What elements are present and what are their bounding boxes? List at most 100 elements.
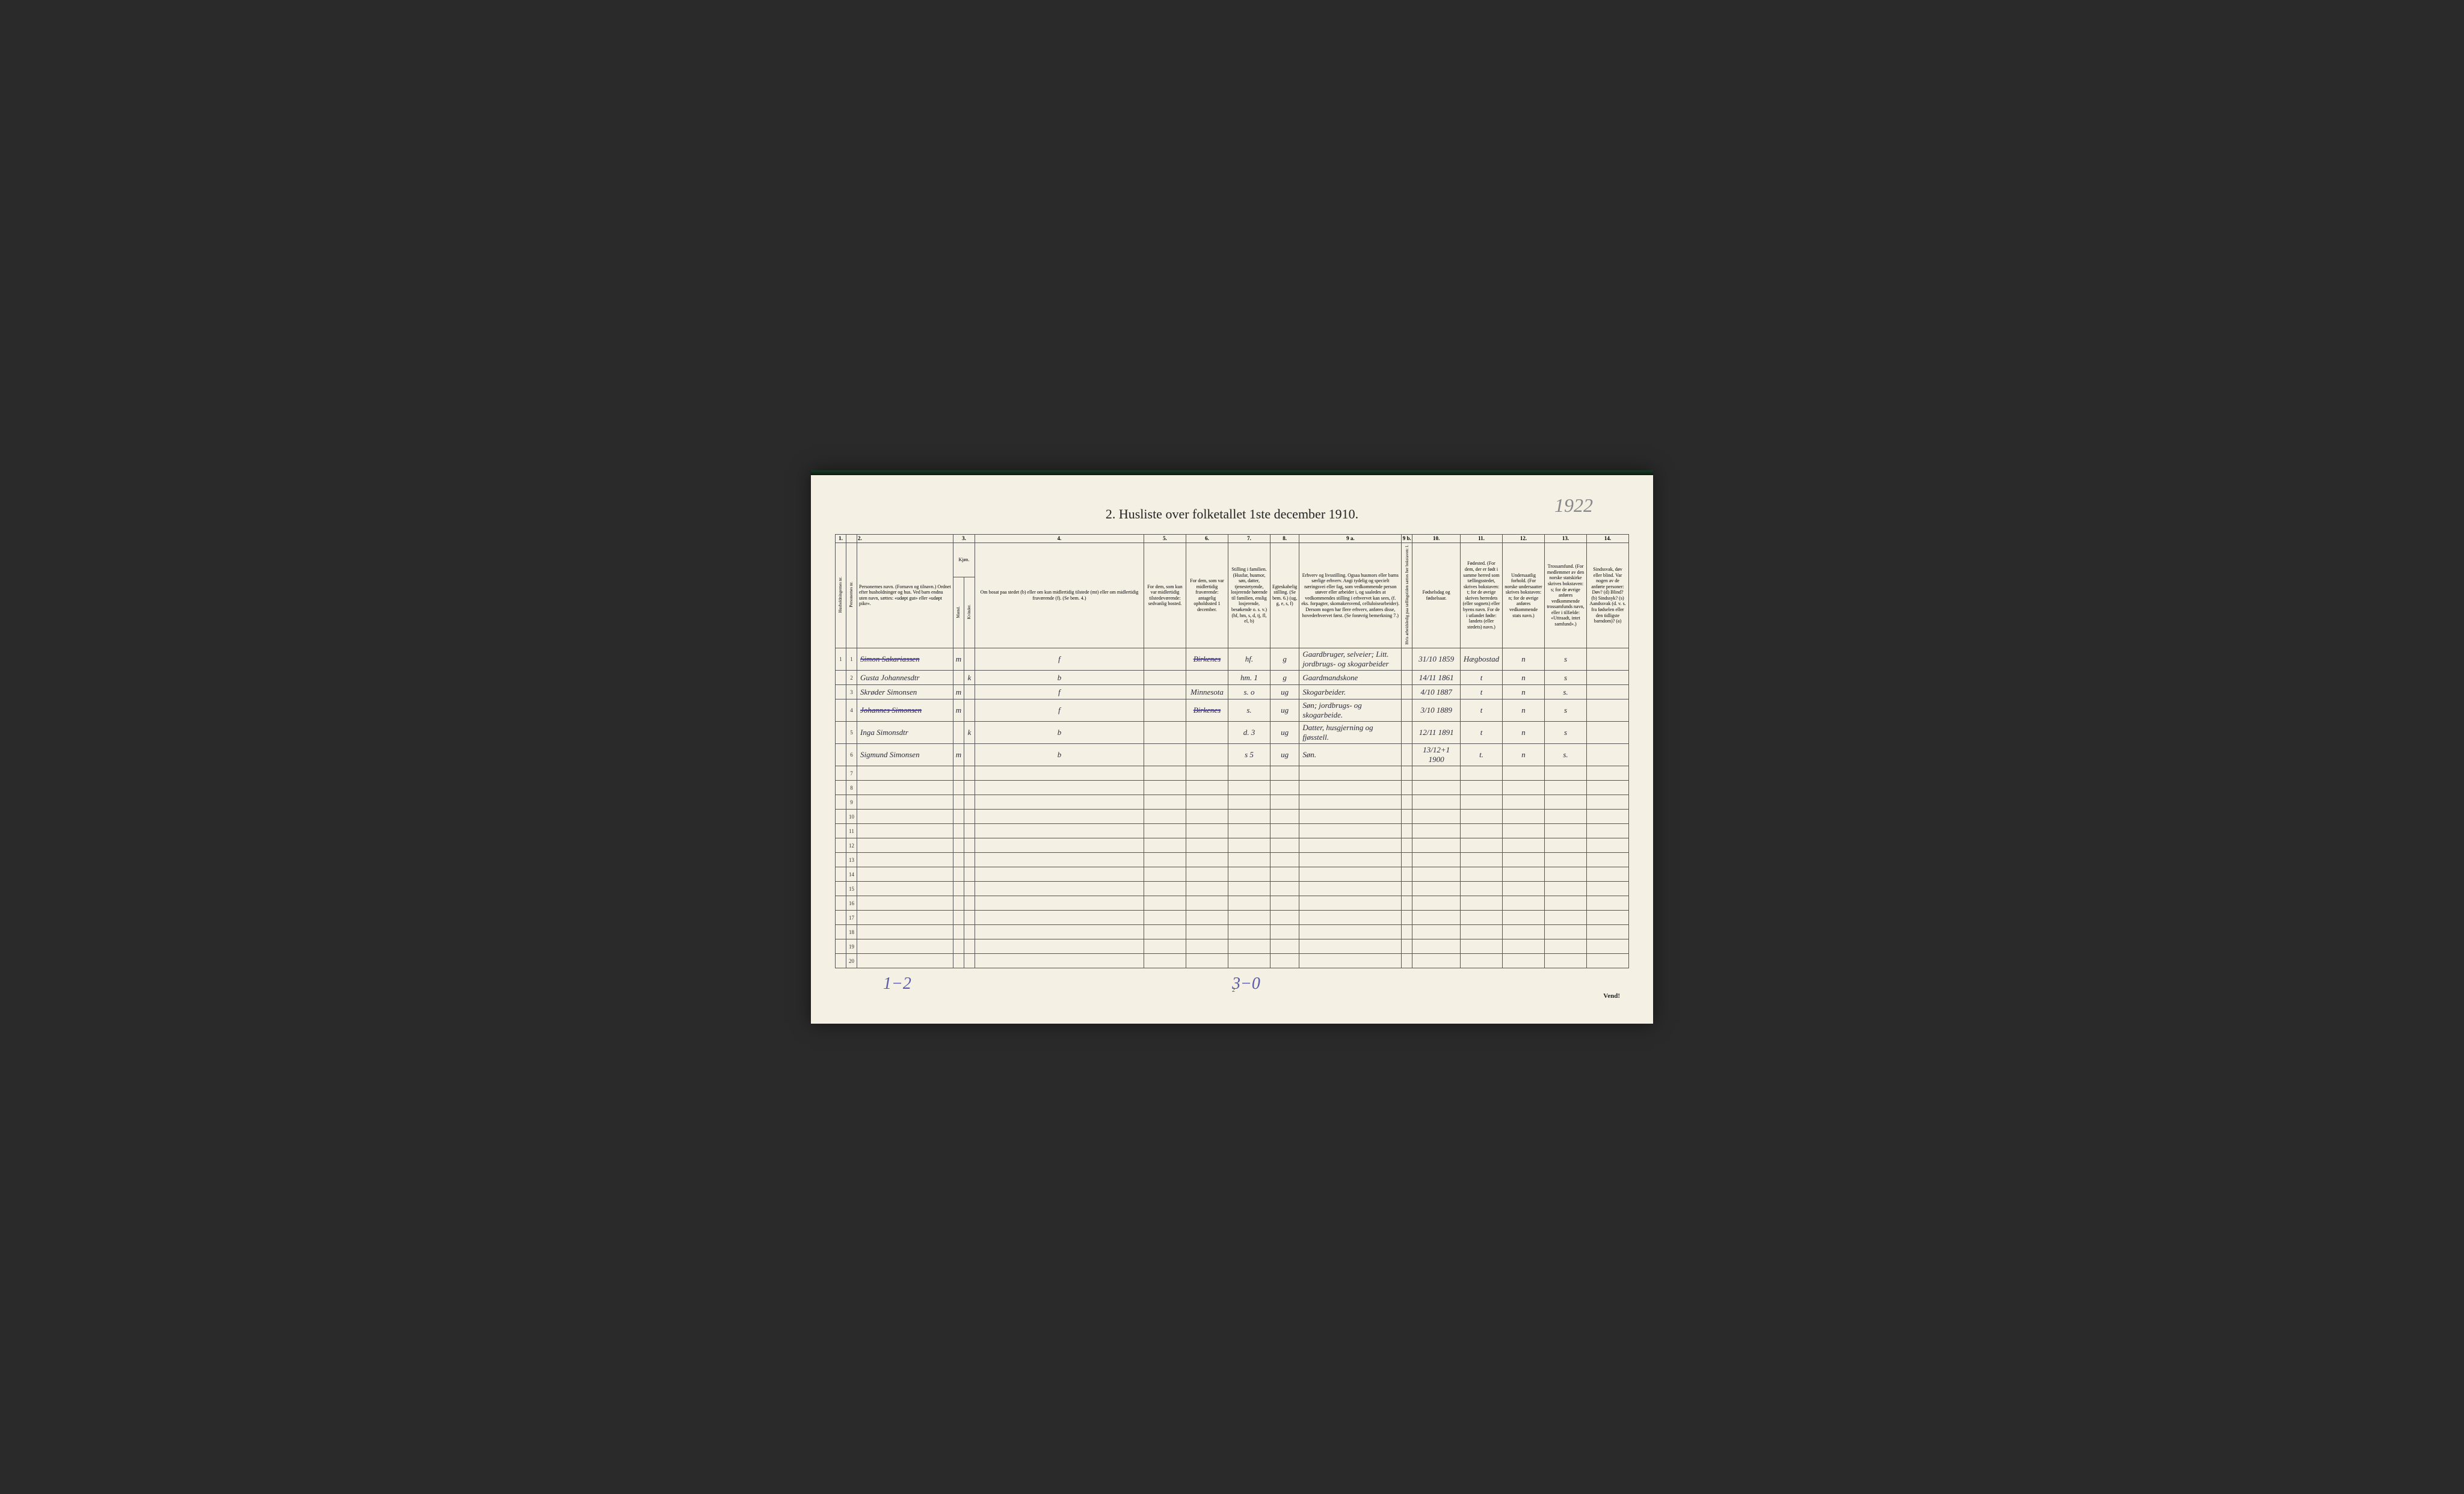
colnum: 6. [1186, 534, 1228, 543]
birthdate: 14/11 1861 [1412, 671, 1461, 685]
turn-page-label: Vend! [1603, 992, 1620, 1000]
person-nr: 7 [846, 766, 857, 781]
nationality: n [1503, 699, 1545, 722]
hdr-person-nr: Personernes nr. [846, 543, 857, 648]
unemployed [1402, 744, 1412, 766]
table-row-empty: 18 [836, 925, 1629, 939]
family-position: hf. [1228, 648, 1270, 671]
hdr-marital: Egteskabelig stilling. (Se bem. 6.) (ug,… [1270, 543, 1299, 648]
occupation: Datter, husgjerning og fjøsstell. [1299, 722, 1402, 744]
person-nr: 11 [846, 824, 857, 838]
birthdate: 31/10 1859 [1412, 648, 1461, 671]
census-table: 1. 2. 3. 4. 5. 6. 7. 8. 9 a. 9 b. 10. 11… [835, 534, 1629, 968]
person-nr: 16 [846, 896, 857, 911]
religion: s [1545, 722, 1587, 744]
marital-status: ug [1270, 685, 1299, 699]
person-nr: 1 [846, 648, 857, 671]
header-row: Husholdningernes nr. Personernes nr. Per… [836, 543, 1629, 577]
table-row: 5 Inga Simonsdtr k b d. 3 ug Datter, hus… [836, 722, 1629, 744]
person-nr: 2 [846, 671, 857, 685]
person-nr: 20 [846, 954, 857, 968]
sex-male: m [953, 699, 964, 722]
sex-male: m [953, 685, 964, 699]
colnum: 4. [975, 534, 1144, 543]
usual-residence [1144, 744, 1186, 766]
nationality: n [1503, 722, 1545, 744]
usual-residence [1144, 699, 1186, 722]
resident-status: b [975, 722, 1144, 744]
table-row-empty: 17 [836, 911, 1629, 925]
person-nr: 13 [846, 853, 857, 867]
whereabouts [1186, 722, 1228, 744]
household-nr [836, 722, 846, 744]
resident-status: b [975, 671, 1144, 685]
whereabouts [1186, 671, 1228, 685]
person-nr: 10 [846, 810, 857, 824]
person-nr: 4 [846, 699, 857, 722]
table-row: 3 Skrøder Simonsen m f Minnesota s. o ug… [836, 685, 1629, 699]
table-row-empty: 10 [836, 810, 1629, 824]
hdr-nationality: Undersaatlig forhold. (For norske unders… [1503, 543, 1545, 648]
person-name: Johannes Simonsen [857, 699, 953, 722]
table-row: 2 Gusta Johannesdtr k b hm. 1 g Gaardman… [836, 671, 1629, 685]
colnum: 12. [1503, 534, 1545, 543]
person-nr: 12 [846, 838, 857, 853]
disability [1587, 685, 1629, 699]
page-number: 2 [1232, 987, 1235, 994]
person-nr: 3 [846, 685, 857, 699]
table-header: 1. 2. 3. 4. 5. 6. 7. 8. 9 a. 9 b. 10. 11… [836, 534, 1629, 648]
nationality: n [1503, 685, 1545, 699]
occupation: Søn; jordbrugs- og skogarbeide. [1299, 699, 1402, 722]
colnum: 9 b. [1402, 534, 1412, 543]
colnum: 7. [1228, 534, 1270, 543]
colnum: 3. [953, 534, 975, 543]
person-nr: 9 [846, 795, 857, 810]
religion: s [1545, 648, 1587, 671]
sex-male [953, 722, 964, 744]
birthplace: t [1461, 722, 1503, 744]
family-position: hm. 1 [1228, 671, 1270, 685]
table-row-empty: 14 [836, 867, 1629, 882]
person-nr: 8 [846, 781, 857, 795]
person-nr: 19 [846, 939, 857, 954]
birthplace: t [1461, 699, 1503, 722]
sex-male: m [953, 648, 964, 671]
table-row: 4 Johannes Simonsen m f Birkenes s. ug S… [836, 699, 1629, 722]
marital-status: ug [1270, 722, 1299, 744]
pencil-note-2: 3−0 [1232, 974, 1260, 994]
usual-residence [1144, 685, 1186, 699]
whereabouts: Birkenes [1186, 699, 1228, 722]
person-name: Sigmund Simonsen [857, 744, 953, 766]
marital-status: g [1270, 648, 1299, 671]
hdr-female: Kvinder. [964, 577, 975, 648]
resident-status: f [975, 648, 1144, 671]
occupation: Skogarbeider. [1299, 685, 1402, 699]
hdr-resident: Om bosat paa stedet (b) eller om kun mid… [975, 543, 1144, 648]
hdr-religion: Trossamfund. (For medlemmer av den norsk… [1545, 543, 1587, 648]
family-position: s. o [1228, 685, 1270, 699]
hdr-disability: Sindssvak, døv eller blind. Var nogen av… [1587, 543, 1629, 648]
hdr-family-position: Stilling i familien. (Husfar, husmor, sø… [1228, 543, 1270, 648]
table-row-empty: 12 [836, 838, 1629, 853]
person-name: Gusta Johannesdtr [857, 671, 953, 685]
person-nr: 6 [846, 744, 857, 766]
nationality: n [1503, 648, 1545, 671]
table-row-empty: 9 [836, 795, 1629, 810]
family-position: d. 3 [1228, 722, 1270, 744]
table-row-empty: 16 [836, 896, 1629, 911]
sex-female: k [964, 722, 975, 744]
colnum: 9 a. [1299, 534, 1402, 543]
marital-status: g [1270, 671, 1299, 685]
whereabouts: Birkenes [1186, 648, 1228, 671]
unemployed [1402, 685, 1412, 699]
colnum: 8. [1270, 534, 1299, 543]
household-nr: 1 [836, 648, 846, 671]
unemployed [1402, 722, 1412, 744]
religion: s [1545, 671, 1587, 685]
religion: s [1545, 699, 1587, 722]
person-name: Skrøder Simonsen [857, 685, 953, 699]
sex-female [964, 744, 975, 766]
colnum: 5. [1144, 534, 1186, 543]
usual-residence [1144, 722, 1186, 744]
col-number-row: 1. 2. 3. 4. 5. 6. 7. 8. 9 a. 9 b. 10. 11… [836, 534, 1629, 543]
